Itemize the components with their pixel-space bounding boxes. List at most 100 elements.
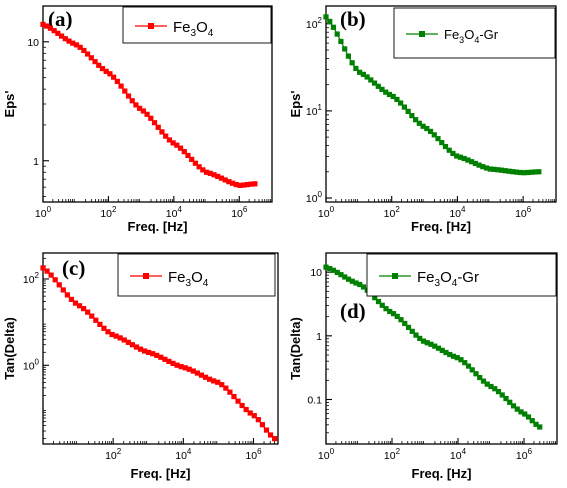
x-axis-label: Freq. [Hz] <box>131 466 191 481</box>
plot-frame <box>325 252 558 445</box>
data-point <box>259 422 266 428</box>
data-point <box>251 413 257 419</box>
data-point <box>72 300 79 306</box>
data-point <box>387 308 393 315</box>
data-point <box>413 117 419 123</box>
data-point <box>513 169 520 175</box>
y-minor-ticks <box>43 257 46 440</box>
data-point <box>371 80 378 86</box>
data-point <box>64 292 70 298</box>
x-tick-label: 104 <box>166 205 183 220</box>
y-tick-label: 102 <box>306 16 323 31</box>
data-point <box>487 166 493 172</box>
data-point <box>405 108 411 114</box>
data-point <box>472 160 478 167</box>
data-point <box>226 179 232 185</box>
data-point <box>416 120 422 126</box>
x-minor-ticks <box>52 199 271 202</box>
y-tick-label: 100 <box>23 357 40 372</box>
data-point <box>342 274 348 280</box>
data-point <box>252 181 258 187</box>
data-point <box>129 342 135 348</box>
data-point <box>483 165 490 171</box>
data-point <box>342 46 348 52</box>
panel-label: (b) <box>340 7 366 31</box>
data-point <box>150 351 156 357</box>
data-point <box>439 140 445 146</box>
legend-label: Fe3O4 <box>173 19 214 39</box>
y-minor-ticks <box>43 46 46 197</box>
data-point <box>477 374 483 381</box>
y-tick-label: 0.1 <box>307 394 322 406</box>
data-point <box>192 160 199 166</box>
legend-box <box>393 7 556 59</box>
panel-label: (c) <box>62 256 85 280</box>
data-point <box>360 71 366 77</box>
y-tick-label: 10 <box>27 37 39 49</box>
legend-label: Fe3O4-Gr <box>417 269 479 289</box>
data-point <box>413 332 419 338</box>
series-markers <box>40 21 258 188</box>
data-point <box>151 120 158 126</box>
x-tick-label: 106 <box>515 205 532 220</box>
panel-d: 100 102 104 106 0.1 1 10 Freq. [Hz] Tan(Delta) (d… <box>288 252 558 481</box>
data-point <box>495 167 501 173</box>
data-point <box>88 55 94 61</box>
legend: Fe3O4 <box>122 6 272 44</box>
data-point <box>196 164 202 170</box>
data-point <box>469 367 475 373</box>
data-point <box>141 348 148 354</box>
data-point <box>58 33 65 39</box>
data-point <box>117 335 123 341</box>
data-point <box>323 14 329 20</box>
data-point <box>158 354 164 360</box>
y-axis-label: Eps' <box>288 91 303 118</box>
x-tick-label: 104 <box>450 447 467 462</box>
panel-label: (d) <box>340 299 366 323</box>
data-point <box>390 311 397 317</box>
data-point <box>450 353 457 359</box>
data-point <box>137 346 144 352</box>
data-point <box>211 378 217 384</box>
data-point <box>223 385 229 391</box>
data-point <box>81 306 87 312</box>
data-point <box>159 129 165 135</box>
data-point <box>129 98 135 104</box>
x-tick-label: 100 <box>35 205 52 220</box>
data-point <box>353 280 359 286</box>
data-point <box>420 338 427 344</box>
data-point <box>529 418 535 424</box>
data-point <box>255 417 261 423</box>
data-point <box>218 175 225 181</box>
panel-b: 100 102 104 106 100 101 102 Freq. [Hz] Eps' (b) Fe… <box>288 5 557 234</box>
y-axis-label: Eps' <box>2 91 17 118</box>
data-point <box>247 410 253 416</box>
data-point <box>177 145 184 151</box>
data-point <box>111 74 117 80</box>
data-point <box>154 352 160 358</box>
data-point <box>219 382 225 388</box>
data-point <box>338 272 344 278</box>
data-point <box>243 406 249 413</box>
y-axis-label: Tan(Delta) <box>2 317 17 380</box>
data-point <box>383 89 389 95</box>
data-point <box>202 374 209 380</box>
data-point <box>353 65 359 72</box>
data-point <box>174 362 180 368</box>
data-point <box>480 164 486 170</box>
data-point <box>114 78 120 84</box>
data-point <box>70 40 76 46</box>
data-point <box>405 324 412 331</box>
x-minor-ticks <box>335 441 556 444</box>
legend-marker <box>392 273 398 279</box>
data-point <box>51 28 57 34</box>
x-tick-label: 100 <box>318 447 335 462</box>
data-point <box>99 66 106 72</box>
data-point <box>166 137 172 143</box>
x-axis-label: Freq. [Hz] <box>412 466 472 481</box>
data-point <box>198 372 205 378</box>
data-point <box>263 427 270 433</box>
data-point <box>133 344 140 350</box>
data-point <box>462 360 468 366</box>
